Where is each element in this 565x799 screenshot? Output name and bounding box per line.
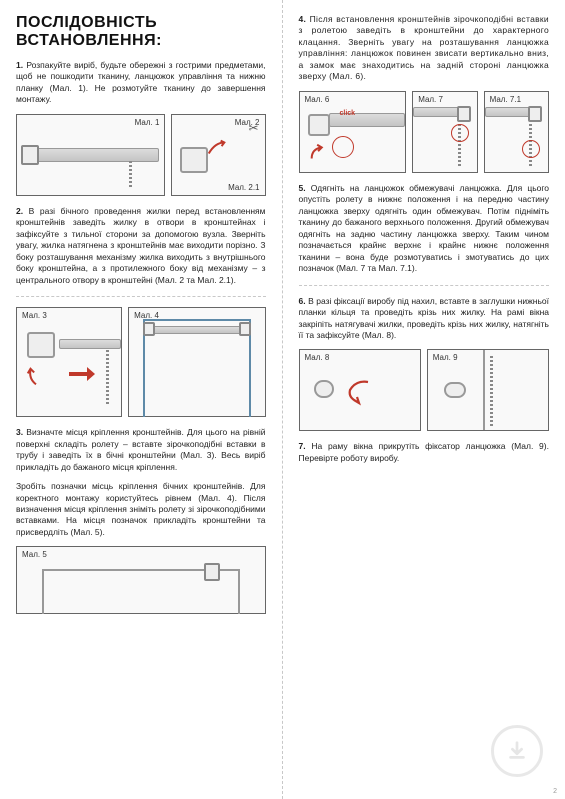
fig-9: Мал. 9 bbox=[427, 349, 549, 431]
fig-row-1-2: Мал. 1 Мал. 2 ✂ Мал. 2.1 bbox=[16, 114, 266, 196]
step-4-text: 4. Після встановлення кронштейнів зірочк… bbox=[299, 14, 550, 83]
fig-row-6-7: Мал. 6 click Мал. 7 Мал. 7.1 bbox=[299, 91, 550, 173]
scissors-icon: ✂ bbox=[248, 121, 258, 135]
step-2-text: 2. В разі бічного проведення жилки перед… bbox=[16, 206, 266, 286]
arrow-icon bbox=[25, 366, 47, 388]
page: Послідовність встановлення: 1. Розпакуйт… bbox=[0, 0, 565, 799]
fig-71-label: Мал. 7.1 bbox=[490, 95, 521, 104]
fig-7: Мал. 7 bbox=[412, 91, 477, 173]
fig-row-8-9: Мал. 8 Мал. 9 bbox=[299, 349, 550, 431]
step-3-text-2: Зробіть позначки місць кріплення бічних … bbox=[16, 481, 266, 538]
fig-21-label: Мал. 2.1 bbox=[228, 183, 259, 192]
arrow-icon bbox=[308, 142, 330, 164]
fig-8-label: Мал. 8 bbox=[305, 353, 330, 362]
fig-1: Мал. 1 bbox=[16, 114, 165, 196]
arrow-icon bbox=[206, 137, 228, 159]
fig-5-label: Мал. 5 bbox=[22, 550, 47, 559]
watermark-icon bbox=[491, 725, 543, 777]
step-6-text: 6. В разі фіксації виробу під нахил, вст… bbox=[299, 296, 550, 342]
click-label: click bbox=[340, 110, 356, 117]
fig-6-label: Мал. 6 bbox=[305, 95, 330, 104]
arrow-icon bbox=[342, 376, 372, 406]
fig-6: Мал. 6 click bbox=[299, 91, 407, 173]
page-title: Послідовність встановлення: bbox=[16, 14, 266, 50]
fig-row-3-4: Мал. 3 Мал. 4 bbox=[16, 307, 266, 417]
fig-4: Мал. 4 bbox=[128, 307, 265, 417]
fig-5: Мал. 5 bbox=[16, 546, 266, 614]
divider bbox=[16, 296, 266, 297]
fig-7-label: Мал. 7 bbox=[418, 95, 443, 104]
fig-1-label: Мал. 1 bbox=[135, 118, 160, 127]
right-column: 4. Після встановлення кронштейнів зірочк… bbox=[283, 0, 565, 799]
left-column: Послідовність встановлення: 1. Розпакуйт… bbox=[0, 0, 283, 799]
fig-3-label: Мал. 3 bbox=[22, 311, 47, 320]
page-number: 2 bbox=[553, 788, 557, 795]
fig-9-label: Мал. 9 bbox=[433, 353, 458, 362]
fig-row-5: Мал. 5 bbox=[16, 546, 266, 614]
fig-3: Мал. 3 bbox=[16, 307, 122, 417]
step-1-text: 1. Розпакуйте виріб, будьте обережні з г… bbox=[16, 60, 266, 106]
arrow-icon bbox=[67, 364, 97, 384]
fig-2: Мал. 2 ✂ Мал. 2.1 bbox=[171, 114, 265, 196]
step-7-text: 7. На раму вікна прикрутіть фіксатор лан… bbox=[299, 441, 550, 464]
divider bbox=[299, 285, 550, 286]
fig-71: Мал. 7.1 bbox=[484, 91, 549, 173]
fig-8: Мал. 8 bbox=[299, 349, 421, 431]
step-3-text-1: 3. Визначте місця кріплення кронштейнів.… bbox=[16, 427, 266, 473]
step-5-text: 5. Одягніть на ланцюжок обмежувачі ланцю… bbox=[299, 183, 550, 275]
